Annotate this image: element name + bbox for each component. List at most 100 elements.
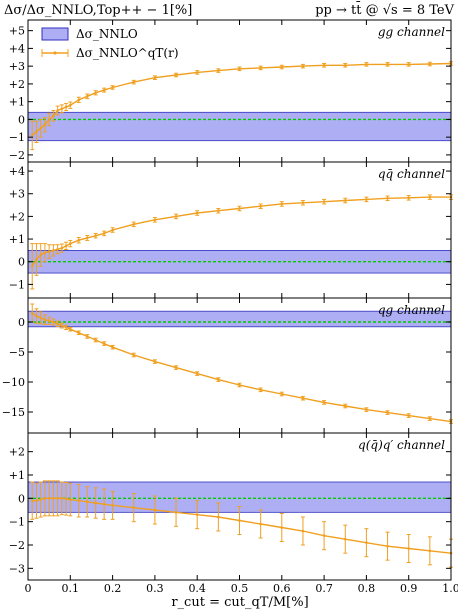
data-point — [153, 508, 157, 512]
data-point — [386, 544, 389, 548]
figure-title-left: Δσ/Δσ_NNLO,Top++ − 1[%] — [4, 3, 192, 18]
data-point — [102, 502, 106, 506]
data-point — [77, 98, 81, 102]
data-point — [47, 319, 51, 323]
data-point — [428, 417, 432, 420]
data-point — [365, 541, 368, 544]
data-point — [407, 414, 411, 417]
figure-title-right: pp → tt̄ @ √s = 8 TeV — [315, 1, 454, 18]
data-point — [343, 537, 347, 541]
legend-label-band: Δσ_NNLO — [76, 27, 138, 41]
data-point — [322, 200, 326, 203]
data-point — [365, 198, 368, 201]
data-point — [94, 234, 97, 237]
series-line — [31, 312, 452, 423]
data-point — [280, 202, 284, 206]
y-tick-label: +1 — [9, 96, 25, 109]
y-tick-label: −3 — [9, 562, 25, 575]
data-point — [64, 244, 68, 248]
data-point — [85, 335, 89, 338]
data-point — [238, 519, 241, 522]
data-point — [343, 63, 347, 67]
data-point — [102, 88, 106, 92]
data-point — [39, 498, 42, 501]
data-point — [343, 199, 347, 202]
data-point — [35, 258, 38, 261]
data-point — [52, 497, 55, 500]
data-point — [217, 515, 220, 519]
y-tick-label: +1 — [9, 469, 25, 482]
data-point — [259, 204, 262, 208]
data-point — [386, 63, 389, 66]
data-point — [111, 86, 114, 89]
data-point — [386, 411, 389, 414]
channel-label: q(q̄)q′ channel — [358, 438, 445, 452]
y-tick-label: 0 — [18, 316, 25, 329]
data-point — [195, 372, 199, 375]
y-tick-label: 0 — [18, 256, 25, 269]
data-point — [35, 314, 38, 318]
y-tick-label: −2 — [9, 539, 25, 552]
data-point — [301, 529, 305, 533]
y-tick-label: +5 — [9, 25, 25, 38]
data-point — [322, 401, 326, 404]
y-tick-label: −2 — [9, 149, 25, 162]
data-point — [85, 500, 89, 504]
x-tick-label: 0.8 — [358, 582, 376, 595]
y-tick-label: −1 — [9, 278, 25, 291]
x-tick-label: 0.4 — [188, 582, 206, 595]
data-point — [30, 311, 34, 315]
x-tick-label: 0.9 — [400, 582, 418, 595]
y-tick-label: +2 — [9, 446, 25, 459]
data-point — [30, 499, 34, 502]
data-point — [43, 318, 47, 321]
nnlo-band — [27, 111, 452, 142]
data-point — [69, 103, 72, 107]
x-tick-label: 0.2 — [104, 582, 122, 595]
data-point — [39, 316, 42, 320]
data-point — [69, 242, 72, 245]
x-tick-label: 0.7 — [315, 582, 333, 595]
data-point — [43, 123, 47, 127]
data-point — [428, 62, 432, 66]
data-point — [56, 497, 59, 500]
data-point — [56, 322, 59, 326]
legend-swatch-band — [41, 27, 69, 41]
y-tick-label: +2 — [9, 78, 25, 91]
data-point — [174, 366, 178, 369]
data-point — [56, 247, 59, 251]
data-point — [47, 118, 51, 121]
data-point — [428, 549, 432, 553]
data-point — [52, 249, 55, 252]
data-point — [153, 360, 157, 363]
y-tick-label: −15 — [2, 406, 25, 419]
x-tick-label: 0.1 — [62, 582, 80, 595]
data-point — [60, 246, 64, 250]
data-point — [195, 71, 199, 74]
data-point — [322, 63, 326, 67]
data-point — [174, 215, 178, 218]
data-point — [56, 109, 59, 112]
data-point — [85, 95, 89, 98]
panel-qqbar-channel: −1 0 +1 +2 +3 +4 qq̄ channel — [9, 161, 453, 299]
data-point — [153, 76, 157, 79]
data-point — [238, 383, 241, 387]
data-point — [365, 408, 368, 411]
data-point — [153, 218, 157, 222]
data-point — [64, 497, 68, 501]
data-point — [69, 327, 72, 331]
y-tick-label: −1 — [9, 131, 25, 144]
data-point — [77, 238, 81, 242]
y-tick-label: +4 — [9, 42, 25, 55]
data-point — [39, 126, 42, 130]
data-point — [280, 526, 284, 529]
data-point — [77, 331, 81, 335]
x-axis-ticks: 0 0.1 0.2 0.3 0.4 0.5 0.6 0.7 0.8 0.9 1.0 — [25, 582, 458, 595]
data-point — [132, 353, 136, 357]
data-point — [238, 207, 241, 210]
data-point — [111, 504, 114, 507]
data-point — [60, 107, 64, 111]
y-tick-label: +4 — [9, 165, 25, 178]
panel-qg-channel: −15 −10 −5 0 qg channel — [2, 297, 453, 434]
